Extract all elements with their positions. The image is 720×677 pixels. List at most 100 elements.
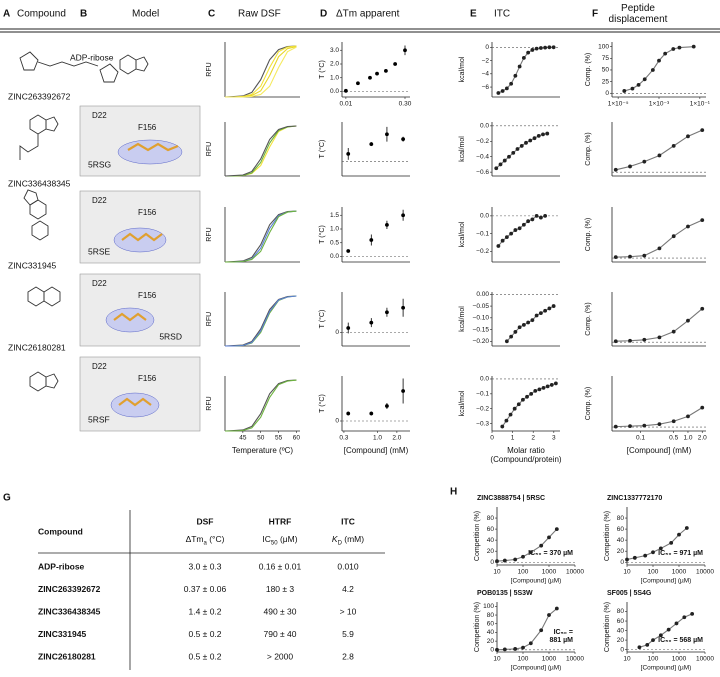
data-point — [346, 326, 351, 330]
data-point — [521, 645, 525, 650]
chart-title: POB0135 | 5S3W — [477, 590, 533, 597]
y-tick-label: 0.0 — [480, 213, 489, 220]
data-point — [636, 82, 641, 87]
series-line — [224, 379, 297, 432]
y-axis-label: RFU — [206, 142, 213, 156]
data-point — [690, 612, 695, 616]
x-tick-label: 0.3 — [339, 435, 348, 442]
y-tick-label: 1.0 — [330, 226, 339, 233]
table-cell: 0.16 ± 0.01 — [259, 561, 302, 571]
y-axis-label: Competition (%) — [474, 511, 481, 561]
data-point — [543, 213, 548, 218]
annotation: IC₅₀ = 971 µM — [658, 550, 703, 557]
pdb-code: 5RSE — [88, 246, 111, 256]
data-point — [671, 143, 676, 148]
table-header: ITC — [341, 516, 355, 526]
series-line — [225, 295, 297, 347]
data-point — [346, 249, 351, 253]
data-point — [677, 45, 682, 50]
x-tick-label: 10000 — [696, 569, 714, 576]
x-tick-label: 1×10⁻¹ — [690, 101, 711, 108]
data-point — [530, 318, 535, 323]
annotation: IC₅₀ = 568 µM — [658, 637, 703, 644]
ligand — [118, 397, 152, 407]
y-axis-label: Comp. (%) — [585, 53, 592, 86]
row-label: ADP-ribose — [38, 561, 85, 571]
data-point — [650, 68, 655, 72]
data-point — [509, 334, 514, 339]
data-point — [509, 231, 514, 236]
y-tick-label: −0.05 — [473, 303, 490, 310]
series-line — [225, 125, 297, 177]
adenine-ring — [119, 54, 137, 75]
y-axis-label: kcal/mol — [459, 56, 466, 82]
data-point — [521, 222, 526, 227]
data-point — [403, 48, 407, 53]
y-tick-label: 1.0 — [330, 74, 339, 81]
panel-letter: H — [450, 487, 457, 498]
data-point — [686, 134, 690, 139]
data-point — [657, 246, 662, 251]
y-tick-label: −4 — [482, 71, 490, 78]
y-tick-label: 80 — [487, 612, 495, 619]
table-cell: 490 ± 30 — [263, 606, 296, 616]
data-point — [356, 81, 360, 86]
data-point — [532, 136, 537, 141]
row-label: ZINC336438345 — [38, 606, 101, 616]
data-point — [538, 311, 543, 316]
y-tick-label: 20 — [617, 548, 625, 555]
residue-label: F156 — [138, 208, 157, 217]
table-subheader: KD (mM) — [332, 534, 364, 546]
data-point — [369, 142, 374, 146]
data-point — [521, 322, 526, 327]
y-tick-label: 40 — [487, 537, 495, 544]
y-tick-label: 0.0 — [480, 376, 489, 383]
x-tick-label: 1000 — [672, 569, 687, 576]
y-tick-label: −0.1 — [476, 230, 489, 237]
data-point — [651, 638, 655, 642]
y-tick-label: 0.0 — [330, 88, 339, 95]
y-axis-label: Competition (%) — [604, 511, 611, 561]
residue-label: D22 — [92, 111, 107, 120]
x-tick-label: 1000 — [672, 656, 687, 663]
chart-title: ZINC1337772170 — [607, 495, 662, 502]
data-point — [686, 224, 690, 229]
x-axis-label: [Compound] (µM) — [511, 578, 562, 585]
y-tick-label: 0.5 — [330, 239, 339, 246]
unit-sub: D — [338, 540, 343, 546]
data-point — [691, 44, 696, 49]
data-point — [504, 339, 509, 344]
pdb-code: 5RSG — [88, 159, 111, 169]
data-point — [674, 621, 679, 626]
y-tick-label: 3.0 — [330, 47, 339, 54]
data-point — [537, 387, 542, 392]
table-cell: 3.0 ± 0.3 — [188, 561, 221, 571]
unit-main: ΔTm — [186, 534, 204, 544]
x-axis-label: [Compound] (µM) — [511, 665, 562, 672]
y-tick-label: 40 — [487, 629, 495, 636]
ligand — [127, 142, 179, 152]
data-point — [642, 77, 647, 82]
data-point — [500, 238, 505, 243]
data-point — [385, 310, 389, 315]
data-point — [543, 308, 548, 313]
data-point — [613, 255, 618, 260]
data-point — [525, 394, 529, 399]
table-cell: 0.010 — [337, 561, 359, 571]
data-point — [513, 228, 518, 232]
data-point — [524, 140, 528, 145]
data-point — [385, 132, 389, 137]
y-tick-label: −0.2 — [476, 138, 489, 145]
series-line — [225, 295, 297, 347]
series-line — [224, 125, 297, 177]
y-tick-label: 20 — [617, 637, 625, 644]
unit-rest: (°C) — [207, 534, 225, 544]
x-tick-label: 0.30 — [399, 101, 412, 108]
y-axis-label: RFU — [206, 227, 213, 241]
table-header: Compound — [38, 526, 83, 536]
table-header: HTRF — [269, 516, 292, 526]
x-tick-label: 0.01 — [340, 101, 353, 108]
panel-title: ITC — [494, 9, 510, 20]
data-point — [628, 254, 632, 259]
series-line — [498, 46, 554, 94]
